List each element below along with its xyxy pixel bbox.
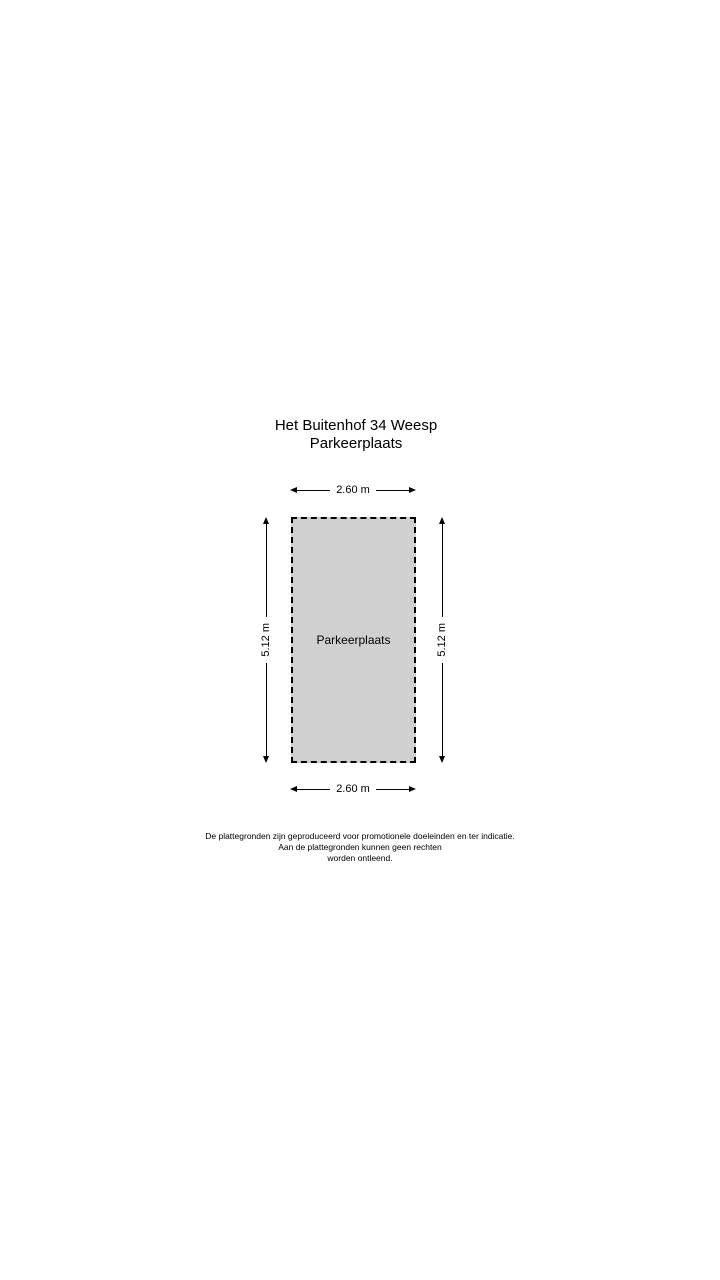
arrowhead-up-icon (263, 517, 269, 524)
dimension-bottom: 2.60 m (290, 782, 417, 796)
dimension-top: 2.60 m (290, 483, 417, 497)
disclaimer-line3: worden ontleend. (327, 853, 393, 863)
dimension-right: 5.12 m (435, 517, 449, 764)
arrowhead-left-icon (290, 786, 297, 792)
dimension-line (375, 788, 410, 790)
dimension-line (265, 662, 267, 757)
dimension-line (441, 662, 443, 757)
arrowhead-down-icon (263, 756, 269, 764)
dimension-right-label: 5.12 m (436, 623, 448, 657)
disclaimer-line1: De plattegronden zijn geproduceerd voor … (205, 831, 515, 841)
arrowhead-up-icon (439, 517, 445, 524)
dimension-line (265, 524, 267, 618)
arrowhead-right-icon (409, 786, 417, 792)
arrowhead-down-icon (439, 756, 445, 764)
plan-title-address: Het Buitenhof 34 Weesp (274, 417, 438, 434)
plan-title: Het Buitenhof 34 Weesp Parkeerplaats (106, 417, 606, 453)
disclaimer-line2: Aan de plattegronden kunnen geen rechten (278, 842, 442, 852)
dimension-top-label: 2.60 m (336, 484, 370, 496)
dimension-line (297, 788, 331, 790)
dimension-left: 5.12 m (259, 517, 273, 764)
dimension-bottom-label: 2.60 m (336, 783, 370, 795)
plan-title-subtitle: Parkeerplaats (309, 435, 403, 452)
dimension-left-label: 5.12 m (260, 623, 272, 657)
disclaimer: De plattegronden zijn geproduceerd voor … (0, 831, 720, 864)
room-label: Parkeerplaats (316, 633, 391, 647)
dimension-line (297, 489, 331, 491)
parking-space-room: Parkeerplaats (291, 517, 416, 763)
dimension-line (375, 489, 410, 491)
arrowhead-left-icon (290, 487, 297, 493)
dimension-line (441, 524, 443, 618)
arrowhead-right-icon (409, 487, 417, 493)
